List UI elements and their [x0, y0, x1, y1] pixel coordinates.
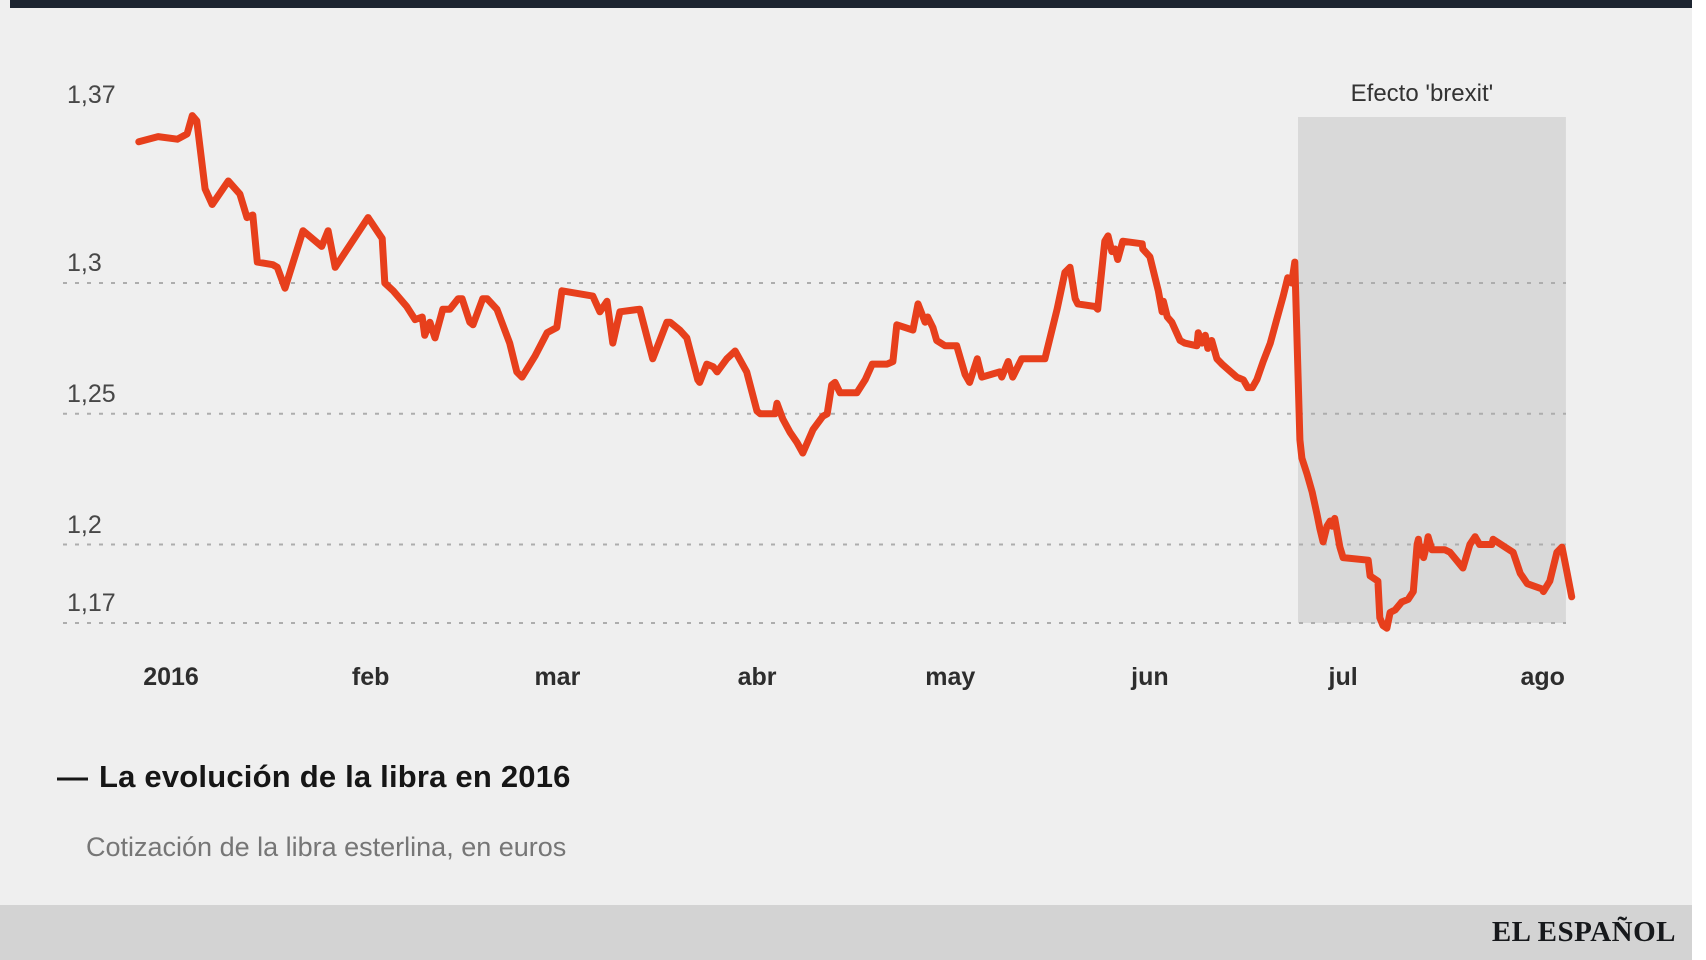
chart-canvas [63, 112, 1576, 632]
x-axis-label: ago [1520, 663, 1565, 691]
x-axis-label: mar [534, 663, 581, 691]
x-axis-label: may [925, 663, 976, 691]
chart-legend: — La evolución de la libra en 2016 [57, 759, 571, 795]
source-bar: EL ESPAÑOL [0, 905, 1692, 960]
x-axis-label: feb [351, 663, 390, 691]
x-axis-label: jun [1131, 663, 1169, 691]
top-accent-bar [10, 0, 1692, 8]
chart-subtitle: Cotización de la libra esterlina, en eur… [86, 832, 567, 862]
y-axis-label: 1,37 [67, 80, 116, 109]
x-axis-label: abr [737, 663, 777, 691]
y-axis-label: 1,17 [67, 588, 116, 617]
legend-dash-mark: — [57, 759, 88, 794]
x-axis-label: jul [1328, 663, 1358, 691]
x-axis-label: 2016 [143, 663, 199, 691]
y-axis-label: 1,3 [67, 249, 102, 277]
el-espanol-logo: EL ESPAÑOL [1491, 916, 1676, 948]
y-axis-label: 1,2 [67, 510, 102, 539]
brexit-annotation-label: Efecto 'brexit' [1350, 80, 1494, 107]
chart-title: La evolución de la libra en 2016 [99, 759, 571, 794]
y-axis-label: 1,25 [67, 379, 116, 408]
gbp-eur-line [135, 112, 1576, 632]
